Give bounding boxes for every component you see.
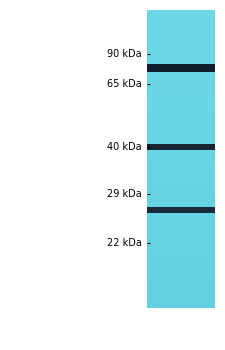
Text: 90 kDa: 90 kDa	[107, 49, 142, 59]
Bar	[147, 207, 215, 213]
Bar	[147, 144, 215, 150]
Text: 22 kDa: 22 kDa	[107, 238, 142, 248]
Text: 29 kDa: 29 kDa	[107, 189, 142, 199]
Text: 40 kDa: 40 kDa	[107, 142, 142, 152]
Text: 65 kDa: 65 kDa	[107, 79, 142, 89]
Bar	[147, 64, 215, 72]
